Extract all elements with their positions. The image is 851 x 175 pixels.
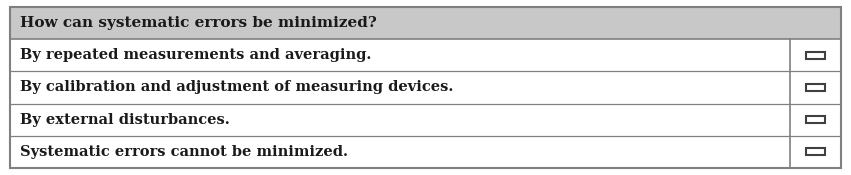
- Bar: [806, 84, 825, 91]
- Text: By external disturbances.: By external disturbances.: [20, 113, 230, 127]
- Text: By calibration and adjustment of measuring devices.: By calibration and adjustment of measuri…: [20, 80, 454, 94]
- Bar: [10, 104, 841, 136]
- Bar: [806, 116, 825, 123]
- Bar: [10, 39, 841, 71]
- Bar: [10, 136, 841, 168]
- Bar: [806, 148, 825, 155]
- Text: By repeated measurements and averaging.: By repeated measurements and averaging.: [20, 48, 372, 62]
- Bar: [10, 71, 841, 104]
- Bar: [806, 52, 825, 59]
- Text: Systematic errors cannot be minimized.: Systematic errors cannot be minimized.: [20, 145, 348, 159]
- Bar: [10, 7, 841, 39]
- Text: How can systematic errors be minimized?: How can systematic errors be minimized?: [20, 16, 377, 30]
